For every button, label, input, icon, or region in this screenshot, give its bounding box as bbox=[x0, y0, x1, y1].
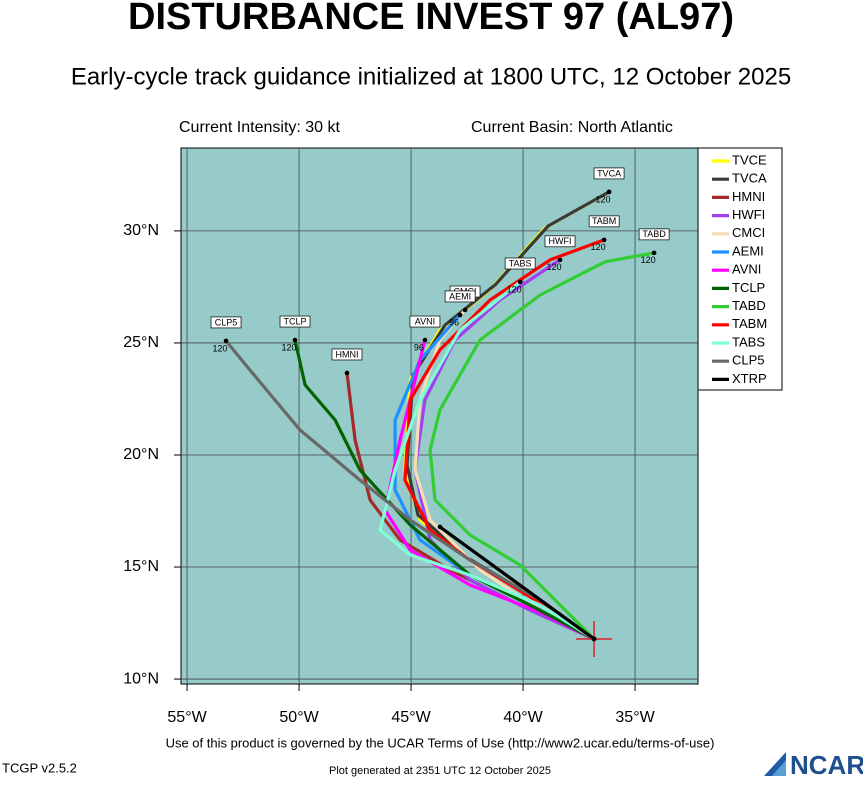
track-tag-box bbox=[210, 316, 242, 329]
track-tag-box bbox=[331, 348, 363, 361]
legend-label: HMNI bbox=[732, 189, 765, 204]
track-hour-label: 120 bbox=[282, 342, 297, 352]
track-tag-box bbox=[588, 215, 620, 228]
track-line bbox=[438, 525, 596, 641]
track-tag-box bbox=[544, 235, 576, 248]
generated-text: Plot generated at 2351 UTC 12 October 20… bbox=[329, 765, 551, 777]
track-hour-label: 120 bbox=[213, 343, 228, 353]
track-hour-label: 120 bbox=[507, 284, 522, 294]
legend-label: TCLP bbox=[732, 280, 765, 295]
track-line bbox=[224, 339, 596, 641]
logo-text: NCAR bbox=[790, 750, 863, 780]
y-tick-label: 10°N bbox=[123, 670, 159, 687]
track-end-point bbox=[651, 250, 657, 256]
track-tag: AVNI bbox=[415, 316, 435, 326]
version-text: TCGP v2.5.2 bbox=[2, 760, 77, 775]
track-tag-box bbox=[593, 167, 625, 180]
track-tag: AEMI bbox=[449, 291, 471, 301]
legend-label: TABS bbox=[732, 334, 765, 349]
legend-label: TVCE bbox=[732, 152, 767, 167]
intensity-text: Current Intensity: 30 kt bbox=[179, 119, 341, 136]
basin-text: Current Basin: North Atlantic bbox=[471, 119, 673, 136]
track-end-point bbox=[437, 524, 443, 530]
track-hour-label: 120 bbox=[591, 242, 606, 252]
track-end-point bbox=[462, 307, 468, 313]
track-tag: TABS bbox=[509, 258, 532, 268]
track-end-point bbox=[557, 257, 563, 263]
track-tag: TABD bbox=[642, 229, 666, 239]
legend-label: AEMI bbox=[732, 243, 764, 258]
y-tick-label: 20°N bbox=[123, 446, 159, 463]
y-tick-label: 25°N bbox=[123, 334, 159, 351]
track-end-point bbox=[517, 279, 523, 285]
ncar-logo: NCAR bbox=[764, 750, 863, 780]
legend-label: AVNI bbox=[732, 262, 761, 277]
y-tick-label: 30°N bbox=[123, 222, 159, 239]
track-end-point bbox=[223, 338, 229, 344]
track-tag: TABM bbox=[592, 216, 616, 226]
storm-center bbox=[591, 636, 597, 642]
x-tick-label: 45°W bbox=[391, 709, 431, 726]
legend-label: XTRP bbox=[732, 371, 767, 386]
y-tick-label: 15°N bbox=[123, 558, 159, 575]
track-line bbox=[378, 280, 596, 641]
terms-text: Use of this product is governed by the U… bbox=[166, 735, 715, 750]
track-line bbox=[428, 251, 656, 641]
track-tag-box bbox=[504, 257, 536, 270]
track-tag-box bbox=[279, 315, 311, 328]
track-end-point bbox=[601, 237, 607, 243]
legend-label: TABD bbox=[732, 298, 766, 313]
track-end-point bbox=[344, 370, 350, 376]
logo-shape bbox=[772, 760, 786, 776]
track-tag-box bbox=[638, 228, 670, 241]
chart-title: DISTURBANCE INVEST 97 (AL97) bbox=[128, 0, 734, 38]
track-line bbox=[293, 338, 596, 641]
chart-subtitle: Early-cycle track guidance initialized a… bbox=[71, 63, 791, 90]
legend-label: HWFI bbox=[732, 207, 765, 222]
track-tag: HWFI bbox=[549, 236, 572, 246]
track-tag-box bbox=[409, 315, 441, 328]
legend-label: CMCI bbox=[732, 225, 765, 240]
track-tag: HMNI bbox=[335, 349, 358, 359]
track-end-point bbox=[457, 312, 463, 318]
track-line bbox=[383, 338, 596, 641]
track-hour-label: 96 bbox=[449, 317, 459, 327]
legend-label: CLP5 bbox=[732, 353, 765, 368]
track-end-point bbox=[422, 337, 428, 343]
x-tick-label: 50°W bbox=[279, 709, 319, 726]
legend-label: TABM bbox=[732, 316, 767, 331]
track-end-point bbox=[292, 337, 298, 343]
legend-label: TVCA bbox=[732, 171, 767, 186]
track-end-point bbox=[606, 189, 612, 195]
track-tag: TVCA bbox=[597, 168, 621, 178]
track-hour-label: 120 bbox=[546, 262, 561, 272]
track-hour-label: 120 bbox=[596, 194, 611, 204]
x-tick-label: 55°W bbox=[167, 709, 207, 726]
track-hour-label: 120 bbox=[641, 255, 656, 265]
track-tag: CLP5 bbox=[215, 317, 238, 327]
x-tick-label: 40°W bbox=[503, 709, 543, 726]
track-tag: TCLP bbox=[284, 316, 307, 326]
track-tag-box bbox=[444, 290, 476, 303]
x-tick-label: 35°W bbox=[615, 709, 655, 726]
track-hour-label: 96 bbox=[414, 342, 424, 352]
